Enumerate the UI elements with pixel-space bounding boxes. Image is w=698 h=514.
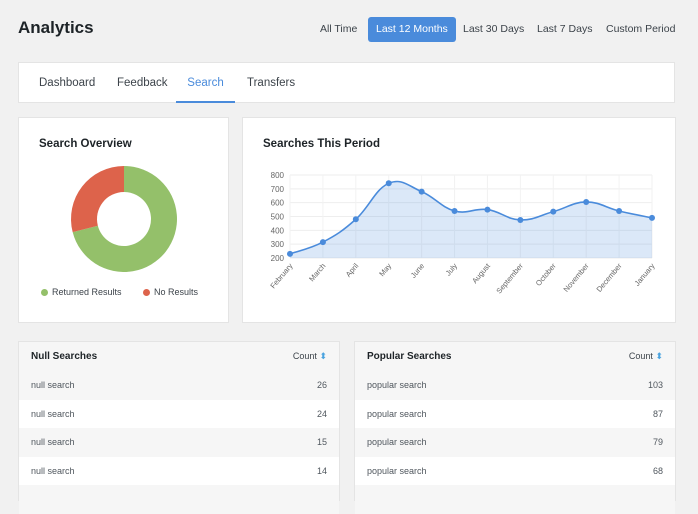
sort-icon: ⬍ <box>655 351 663 361</box>
search-count: 14 <box>316 465 327 476</box>
legend-no-results: No Results <box>143 287 198 297</box>
x-tick-label: May <box>377 261 393 278</box>
x-tick-label: December <box>594 261 623 294</box>
count-label: Count <box>292 351 317 361</box>
table-row: null search 26 <box>19 371 339 400</box>
legend-swatch <box>41 288 48 296</box>
period-last-7-days[interactable]: Last 7 Days <box>537 23 593 35</box>
search-term: popular search <box>367 465 427 476</box>
data-point <box>385 180 392 187</box>
x-tick-label: September <box>494 261 525 295</box>
search-count: 26 <box>316 380 327 391</box>
period-last-30-days[interactable]: Last 30 Days <box>463 23 525 35</box>
searches-period-card: Searches This Period 200 300 400 500 600 700 8… <box>242 117 676 323</box>
table-row <box>19 485 339 514</box>
count-sort-button[interactable]: Count ⬍ <box>293 351 327 362</box>
data-point <box>649 214 655 221</box>
table-title: Popular Searches <box>367 351 452 362</box>
search-term: null search <box>31 408 75 419</box>
table-row: popular search 68 <box>355 457 675 486</box>
data-point <box>550 208 557 215</box>
x-tick-label: June <box>409 262 426 280</box>
y-tick-label: 300 <box>271 240 285 249</box>
search-count: 68 <box>652 465 663 476</box>
x-tick-label: October <box>534 261 558 288</box>
x-tick-label: July <box>444 261 460 277</box>
table-row: popular search 87 <box>355 400 675 429</box>
search-count: 103 <box>647 380 663 391</box>
null-searches-table: Null Searches Count ⬍ null search 26 null s… <box>18 341 340 514</box>
count-sort-button[interactable]: Count ⬍ <box>629 351 663 362</box>
search-count: 15 <box>316 437 327 448</box>
area-fill <box>290 181 652 258</box>
search-overview-card: Search Overview Returned Results No Resu… <box>18 117 229 323</box>
data-point <box>352 216 359 223</box>
data-point <box>287 250 293 257</box>
legend-returned: Returned Results <box>41 287 122 297</box>
y-tick-label: 600 <box>271 199 285 208</box>
tab-dashboard[interactable]: Dashboard <box>39 77 96 89</box>
period-all-time[interactable]: All Time <box>320 23 358 35</box>
y-tick-label: 400 <box>271 226 285 235</box>
table-title: Null Searches <box>31 351 98 362</box>
search-term: popular search <box>367 380 427 391</box>
search-term: null search <box>31 380 75 391</box>
x-tick-label: March <box>307 262 327 284</box>
popular-searches-table: Popular Searches Count ⬍ popular search 10… <box>354 341 676 514</box>
data-point <box>319 239 326 246</box>
legend-label: No Results <box>154 287 199 297</box>
table-row: null search 15 <box>19 428 339 457</box>
data-point <box>418 188 425 195</box>
search-term: popular search <box>367 437 427 448</box>
table-row <box>355 485 675 514</box>
search-count: 24 <box>316 408 327 419</box>
table-row: null search 24 <box>19 400 339 429</box>
x-tick-label: November <box>562 261 591 294</box>
donut-slice-0 <box>72 166 177 272</box>
table-header: Popular Searches Count ⬍ <box>355 342 675 371</box>
x-tick-label: August <box>470 261 492 285</box>
y-tick-label: 200 <box>271 254 285 263</box>
tab-feedback[interactable]: Feedback <box>117 77 168 89</box>
tab-search[interactable]: Search <box>176 63 235 103</box>
tab-transfers[interactable]: Transfers <box>247 77 296 89</box>
data-point <box>517 216 524 223</box>
period-last-12-months[interactable]: Last 12 Months <box>368 17 456 42</box>
series-line <box>289 180 653 255</box>
search-count: 79 <box>652 437 663 448</box>
data-point <box>616 207 623 214</box>
search-term: null search <box>31 437 75 448</box>
x-tick-label: January <box>632 261 656 287</box>
legend-swatch <box>143 288 150 296</box>
y-tick-label: 500 <box>271 213 285 222</box>
x-tick-label: April <box>344 261 361 279</box>
search-term: popular search <box>367 408 427 419</box>
count-label: Count <box>628 351 653 361</box>
card-title: Searches This Period <box>263 138 380 150</box>
data-point <box>484 206 491 213</box>
sort-icon: ⬍ <box>319 351 327 361</box>
search-term: null search <box>31 465 75 476</box>
donut-chart <box>71 166 177 272</box>
period-custom[interactable]: Custom Period <box>606 23 676 35</box>
search-count: 87 <box>652 408 663 419</box>
nav-tabs: Dashboard Feedback Search Transfers <box>18 62 675 103</box>
table-row: popular search 79 <box>355 428 675 457</box>
table-header: Null Searches Count ⬍ <box>19 342 339 371</box>
card-title: Search Overview <box>39 138 132 150</box>
x-tick-label: February <box>268 261 294 290</box>
y-tick-label: 800 <box>271 171 285 180</box>
donut-slice-1 <box>71 166 124 233</box>
data-point <box>583 198 590 205</box>
data-point <box>451 207 458 214</box>
table-row: popular search 103 <box>355 371 675 400</box>
page-title: Analytics <box>18 18 94 37</box>
y-tick-label: 700 <box>271 185 285 194</box>
line-chart: 200 300 400 500 600 700 800 February March April M… <box>268 171 656 295</box>
table-row: null search 14 <box>19 457 339 486</box>
legend-label: Returned Results <box>52 287 122 297</box>
